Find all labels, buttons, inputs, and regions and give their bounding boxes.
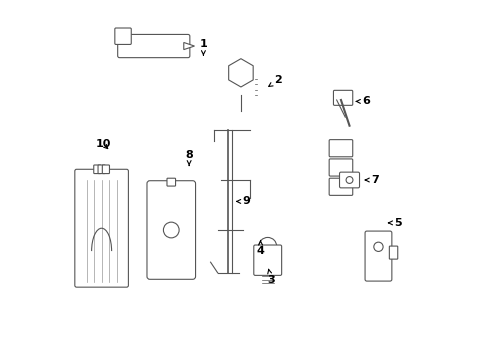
FancyBboxPatch shape [328, 159, 352, 176]
FancyBboxPatch shape [388, 246, 397, 259]
FancyBboxPatch shape [94, 165, 101, 174]
Circle shape [163, 222, 179, 238]
Text: 9: 9 [236, 197, 250, 206]
Text: 7: 7 [365, 175, 378, 185]
FancyBboxPatch shape [118, 35, 189, 58]
Text: 1: 1 [199, 39, 207, 55]
FancyBboxPatch shape [253, 245, 281, 275]
Polygon shape [228, 59, 253, 87]
FancyBboxPatch shape [115, 28, 131, 44]
Circle shape [373, 242, 382, 251]
Text: 8: 8 [185, 150, 193, 166]
FancyBboxPatch shape [147, 181, 195, 279]
Text: 6: 6 [355, 96, 369, 107]
FancyBboxPatch shape [98, 165, 105, 174]
FancyBboxPatch shape [75, 169, 128, 287]
Text: 4: 4 [256, 241, 264, 256]
FancyBboxPatch shape [328, 140, 352, 157]
FancyBboxPatch shape [365, 231, 391, 281]
Circle shape [258, 238, 276, 256]
Text: 10: 10 [96, 139, 111, 149]
Text: 3: 3 [267, 269, 275, 285]
Circle shape [346, 176, 352, 184]
FancyBboxPatch shape [333, 90, 352, 105]
FancyBboxPatch shape [166, 178, 175, 186]
FancyBboxPatch shape [102, 165, 109, 174]
FancyBboxPatch shape [339, 172, 359, 188]
Polygon shape [183, 42, 194, 50]
FancyBboxPatch shape [328, 178, 352, 195]
Text: 5: 5 [387, 218, 401, 228]
Text: 2: 2 [268, 75, 282, 86]
